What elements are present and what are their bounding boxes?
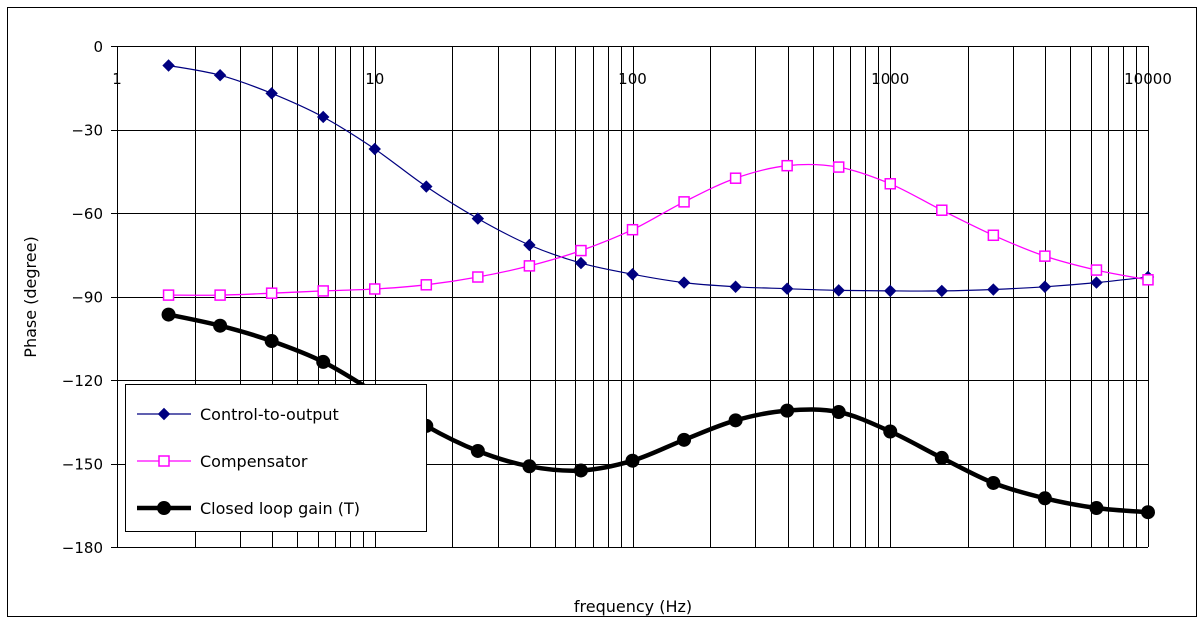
data-point-control-to-output bbox=[884, 284, 897, 298]
data-point-closed-loop-gain-t bbox=[161, 307, 176, 322]
data-point-control-to-output bbox=[523, 238, 536, 252]
data-point-control-to-output bbox=[729, 280, 742, 293]
data-point-control-to-output bbox=[832, 284, 845, 297]
data-point-compensator bbox=[936, 204, 948, 216]
series-layer bbox=[161, 59, 1155, 520]
y-axis-title: Phase (degree) bbox=[21, 236, 40, 357]
data-point-closed-loop-gain-t bbox=[728, 413, 743, 428]
data-point-compensator bbox=[626, 223, 639, 236]
data-point-compensator bbox=[214, 289, 226, 301]
data-point-control-to-output bbox=[317, 110, 330, 124]
data-point-control-to-output bbox=[471, 212, 485, 225]
data-point-compensator bbox=[265, 287, 278, 299]
data-point-control-to-output bbox=[780, 282, 794, 295]
data-point-compensator bbox=[832, 161, 845, 173]
data-point-control-to-output bbox=[626, 268, 639, 281]
data-point-compensator bbox=[1142, 274, 1154, 286]
data-point-closed-loop-gain-t bbox=[986, 475, 1001, 490]
data-point-closed-loop-gain-t bbox=[522, 459, 537, 474]
data-point-closed-loop-gain-t bbox=[213, 318, 228, 333]
data-point-control-to-output bbox=[1038, 280, 1052, 293]
data-point-compensator bbox=[472, 271, 484, 283]
y-tick-label: −60 bbox=[71, 205, 103, 223]
data-point-compensator bbox=[1039, 250, 1051, 262]
axis-layer: 0 −30 −60 −90 −120 −150 −180 1 10 100 1000 10000 bbox=[62, 38, 1172, 557]
data-point-compensator bbox=[678, 196, 690, 208]
legend: Control-to-output Compensator Closed loop … bbox=[125, 384, 427, 532]
data-point-control-to-output bbox=[265, 87, 278, 100]
data-point-compensator bbox=[162, 289, 175, 301]
data-point-control-to-output bbox=[677, 276, 691, 289]
data-point-control-to-output bbox=[574, 256, 588, 270]
data-point-compensator bbox=[317, 285, 329, 297]
data-point-closed-loop-gain-t bbox=[883, 424, 898, 439]
data-point-compensator bbox=[523, 260, 536, 272]
data-point-closed-loop-gain-t bbox=[573, 463, 588, 478]
data-point-control-to-output bbox=[368, 142, 381, 156]
data-point-control-to-output bbox=[1090, 276, 1103, 289]
data-point-closed-loop-gain-t bbox=[1089, 501, 1104, 516]
data-point-closed-loop-gain-t bbox=[780, 403, 795, 418]
x-tick-label: 10 bbox=[365, 70, 384, 88]
x-tick-label: 1000 bbox=[871, 70, 909, 88]
data-point-compensator bbox=[369, 283, 381, 295]
data-point-closed-loop-gain-t bbox=[625, 453, 640, 468]
y-tick-label: −120 bbox=[62, 372, 103, 390]
y-tick-label: −150 bbox=[62, 456, 103, 474]
data-point-closed-loop-gain-t bbox=[1037, 491, 1052, 506]
data-point-closed-loop-gain-t bbox=[316, 354, 331, 369]
data-point-compensator bbox=[575, 244, 587, 257]
legend-label-compensator: Compensator bbox=[200, 452, 308, 471]
x-axis-title: frequency (Hz) bbox=[574, 597, 692, 616]
data-point-closed-loop-gain-t bbox=[677, 432, 692, 447]
data-point-closed-loop-gain-t bbox=[934, 450, 949, 465]
legend-label-control-to-output: Control-to-output bbox=[200, 405, 339, 424]
x-tick-label: 10000 bbox=[1124, 70, 1172, 88]
data-point-compensator bbox=[729, 172, 742, 184]
legend-marker-control-to-output bbox=[157, 407, 171, 421]
data-point-closed-loop-gain-t bbox=[264, 334, 279, 349]
data-point-closed-loop-gain-t bbox=[831, 405, 846, 420]
data-point-control-to-output bbox=[987, 283, 1000, 296]
data-point-control-to-output bbox=[935, 284, 949, 298]
data-point-compensator bbox=[781, 159, 793, 172]
legend-marker-closed-loop-gain-t bbox=[157, 501, 171, 515]
data-point-closed-loop-gain-t bbox=[470, 443, 485, 458]
x-tick-label: 100 bbox=[618, 70, 647, 88]
data-point-compensator bbox=[884, 178, 896, 190]
data-point-control-to-output bbox=[420, 180, 433, 193]
legend-marker-compensator bbox=[158, 455, 170, 467]
legend-label-closed-loop-gain-t: Closed loop gain (T) bbox=[200, 499, 360, 518]
data-point-compensator bbox=[420, 279, 433, 291]
y-tick-label: −90 bbox=[71, 289, 103, 307]
data-point-compensator bbox=[1090, 264, 1103, 276]
data-point-control-to-output bbox=[213, 69, 227, 82]
x-tick-label: 1 bbox=[112, 70, 122, 88]
data-point-closed-loop-gain-t bbox=[1141, 505, 1155, 520]
y-tick-label: −180 bbox=[62, 539, 103, 557]
y-tick-label: 0 bbox=[93, 38, 103, 56]
y-tick-label: −30 bbox=[71, 122, 103, 140]
data-point-control-to-output bbox=[162, 59, 175, 72]
data-point-compensator bbox=[987, 229, 1000, 242]
